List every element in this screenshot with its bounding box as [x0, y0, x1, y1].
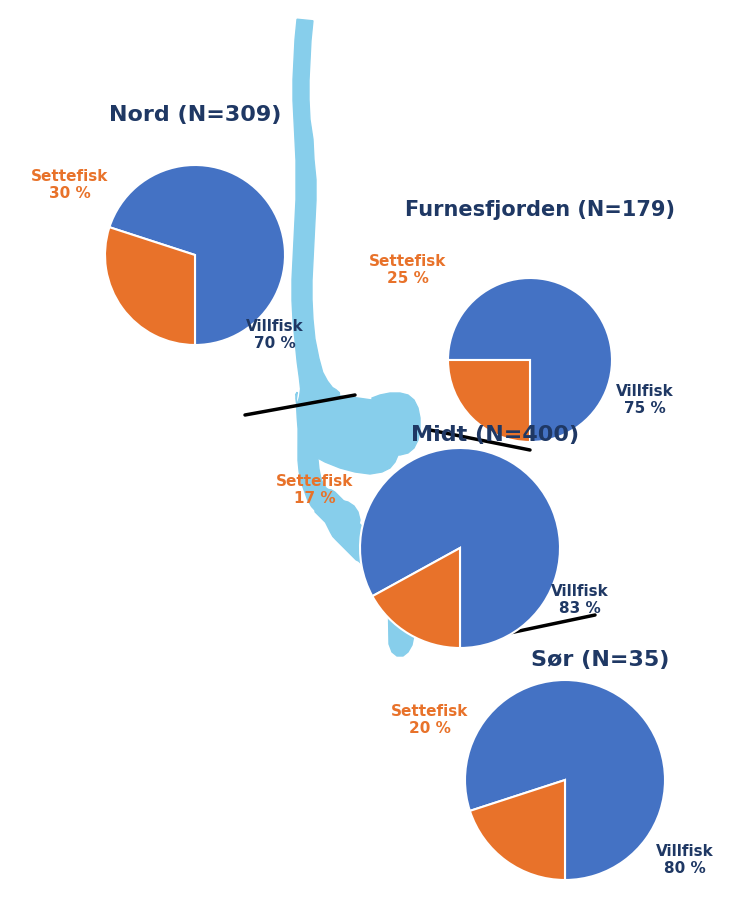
Wedge shape — [360, 448, 560, 648]
Text: Nord (N=309): Nord (N=309) — [109, 105, 282, 125]
Wedge shape — [448, 278, 612, 442]
Text: Furnesfjorden (N=179): Furnesfjorden (N=179) — [405, 200, 675, 220]
Polygon shape — [302, 345, 400, 474]
Polygon shape — [388, 586, 414, 656]
Polygon shape — [292, 19, 420, 615]
Text: Settefisk
17 %: Settefisk 17 % — [276, 473, 354, 506]
Text: Sør (N=35): Sør (N=35) — [531, 650, 669, 670]
Wedge shape — [448, 360, 530, 442]
Wedge shape — [470, 780, 565, 880]
Text: Midt (N=400): Midt (N=400) — [411, 425, 579, 445]
Text: Settefisk
25 %: Settefisk 25 % — [369, 254, 447, 286]
Polygon shape — [372, 393, 420, 455]
Text: Villfisk
75 %: Villfisk 75 % — [616, 384, 674, 416]
Wedge shape — [373, 548, 460, 648]
Wedge shape — [105, 228, 195, 345]
Wedge shape — [110, 165, 285, 345]
Text: Settefisk
20 %: Settefisk 20 % — [391, 704, 469, 736]
Text: Villfisk
70 %: Villfisk 70 % — [246, 319, 304, 351]
Wedge shape — [465, 680, 665, 880]
Text: Settefisk
30 %: Settefisk 30 % — [32, 169, 109, 201]
Text: Villfisk
83 %: Villfisk 83 % — [551, 584, 609, 616]
Text: Villfisk
80 %: Villfisk 80 % — [656, 844, 714, 877]
Polygon shape — [318, 488, 360, 530]
